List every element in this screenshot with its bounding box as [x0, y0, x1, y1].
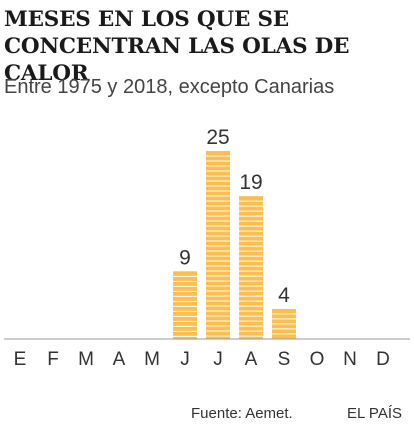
x-tick-label-12: D: [376, 349, 390, 370]
x-tick-label-5: M: [144, 349, 160, 370]
value-label-6: 9: [179, 246, 191, 269]
bar-9: [272, 308, 296, 339]
bar-7: [206, 151, 230, 339]
value-label-9: 4: [278, 284, 290, 307]
bars-group: [173, 151, 296, 339]
x-tick-label-11: N: [343, 349, 357, 370]
chart-title: Meses en los que se concentran las olas …: [4, 7, 350, 86]
publisher-logo: EL PAÍS: [346, 405, 402, 422]
x-tick-label-7: J: [213, 349, 223, 370]
x-tick-label-3: M: [78, 349, 94, 370]
value-label-8: 19: [239, 171, 262, 194]
bar-6: [173, 271, 197, 339]
value-label-7: 25: [206, 126, 229, 149]
x-tick-label-9: S: [278, 349, 291, 370]
source-note: Fuente: Aemet.: [191, 405, 293, 422]
x-tick-label-8: A: [245, 349, 258, 370]
x-tick-label-10: O: [310, 349, 325, 370]
chart-subtitle: Entre 1975 y 2018, excepto Canarias: [4, 76, 335, 98]
x-tick-label-1: E: [14, 349, 27, 370]
value-labels-group: 9 25 19 4: [179, 126, 290, 307]
x-tick-label-2: F: [47, 349, 59, 370]
x-tick-label-4: A: [113, 349, 126, 370]
x-tick-label-6: J: [180, 349, 190, 370]
bar-8: [239, 196, 263, 339]
